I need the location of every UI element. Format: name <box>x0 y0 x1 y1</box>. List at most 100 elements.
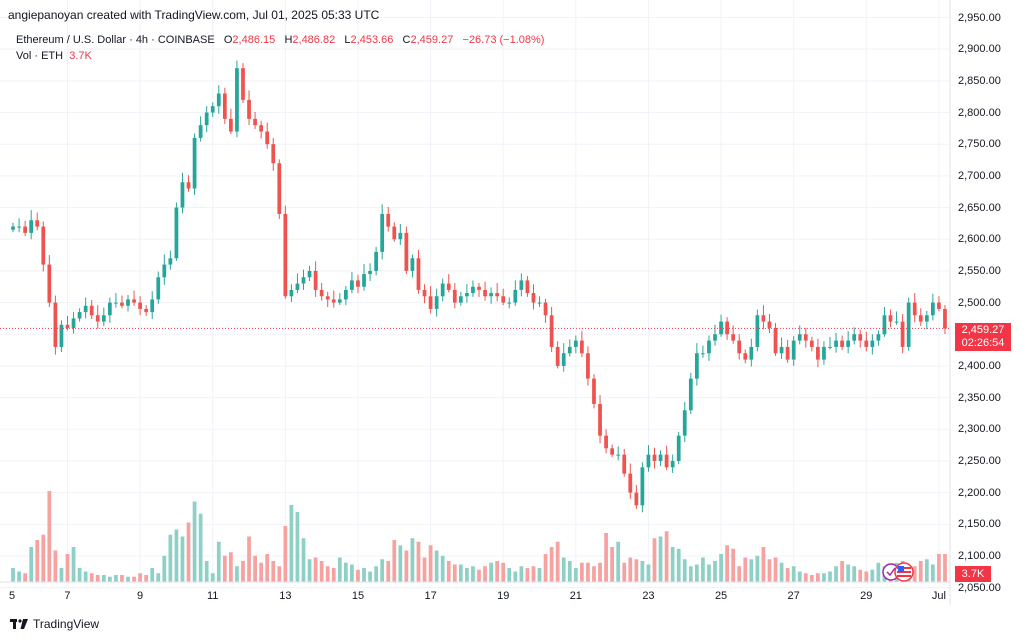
y-tick-label: 2,150.00 <box>958 518 1001 531</box>
volume-bar <box>876 562 881 582</box>
candle-body <box>35 220 40 227</box>
candle-body <box>17 226 21 228</box>
candle-body <box>452 289 457 303</box>
volume-bar <box>452 564 457 582</box>
candle-body <box>283 213 288 297</box>
volume-bar <box>809 575 814 582</box>
volume-bar <box>755 555 760 582</box>
volume-bar <box>688 566 693 582</box>
candle-body <box>380 213 385 252</box>
candle-body <box>767 321 772 328</box>
candle-body <box>295 283 300 290</box>
candle-body <box>144 308 149 313</box>
x-tick-label: 15 <box>351 590 365 602</box>
volume-bar <box>640 561 645 582</box>
volume-bar <box>11 568 15 582</box>
candle-body <box>156 277 161 300</box>
candle-body <box>604 435 608 449</box>
volume-bar <box>71 547 76 582</box>
change-value: −26.73 (−1.08%) <box>462 34 545 46</box>
candle-body <box>222 93 227 119</box>
candle-body <box>755 315 760 347</box>
y-tick-label: 2,250.00 <box>958 454 1001 467</box>
volume-bar <box>858 569 863 582</box>
volume-bar <box>731 548 736 582</box>
volume-bar <box>362 568 366 582</box>
volume-bar <box>301 538 306 582</box>
candle-body <box>918 315 923 322</box>
creator-caption: angiepanoyan created with TradingView.co… <box>8 8 380 22</box>
volume-bar <box>343 562 348 582</box>
volume-bar <box>543 554 548 582</box>
volume-bar <box>604 533 608 582</box>
candle-body <box>876 334 881 341</box>
y-tick-label: 2,600.00 <box>958 233 1001 246</box>
candle-body <box>343 289 348 300</box>
volume-bars <box>11 491 947 582</box>
economic-events-icon[interactable] <box>880 561 916 583</box>
volume-bar <box>440 555 445 582</box>
low-value: 2,453.66 <box>350 34 394 46</box>
y-tick-label: 2,200.00 <box>958 486 1001 499</box>
candle-body <box>676 435 681 461</box>
candle-body <box>840 340 844 347</box>
candle-body <box>277 163 282 214</box>
tradingview-footer[interactable]: TradingView <box>10 617 99 631</box>
candle-body <box>761 315 766 322</box>
y-tick-label: 2,900.00 <box>958 43 1001 56</box>
volume-bar <box>495 561 500 582</box>
volume-bar <box>598 562 602 582</box>
high-label: H <box>284 34 293 46</box>
y-tick-label: 2,100.00 <box>958 549 1001 562</box>
volume-bar <box>47 491 52 582</box>
x-tick-label: 19 <box>497 590 510 602</box>
volume-bar <box>210 573 215 582</box>
bar-countdown: 02:26:54 <box>961 337 1005 349</box>
candle-body <box>670 460 675 468</box>
candle-body <box>301 277 306 284</box>
volume-bar <box>749 559 754 582</box>
candle-body <box>471 286 475 294</box>
candle-body <box>785 346 790 360</box>
candle-body <box>567 346 572 354</box>
symbol-name[interactable]: Ethereum / U.S. Dollar · 4h · COINBASE <box>16 34 215 46</box>
candle-body <box>816 346 820 360</box>
candle-body <box>906 302 911 347</box>
volume-bar <box>198 513 203 582</box>
volume-bar <box>682 559 687 582</box>
volume-bar <box>235 566 239 582</box>
volume-bar <box>852 566 857 582</box>
candle-body <box>126 299 130 306</box>
volume-label[interactable]: Vol · ETH <box>16 50 64 62</box>
volume-bar <box>670 547 675 582</box>
volume-bar <box>737 566 742 582</box>
symbol-legend: Ethereum / U.S. Dollar · 4h · COINBASE O… <box>16 34 544 46</box>
candle-body <box>713 334 717 341</box>
candle-body <box>350 280 354 290</box>
candle-body <box>386 213 391 227</box>
candle-body <box>525 280 530 294</box>
candle-body <box>271 144 276 164</box>
volume-bar <box>313 557 318 582</box>
y-tick-label: 2,800.00 <box>958 106 1001 119</box>
candle-body <box>150 299 155 313</box>
volume-bar <box>410 538 415 582</box>
volume-bar <box>356 569 360 582</box>
candle-body <box>622 454 627 474</box>
volume-bar <box>29 547 34 582</box>
candle-body <box>114 302 118 304</box>
volume-bar <box>265 554 270 582</box>
volume-bar <box>652 538 657 582</box>
volume-bar <box>289 505 294 582</box>
y-tick-label: 2,050.00 <box>958 581 1001 594</box>
candle-body <box>507 302 512 304</box>
volume-bar <box>834 566 838 582</box>
candle-body <box>204 112 209 126</box>
candle-body <box>65 324 70 328</box>
volume-bar <box>83 571 88 582</box>
x-tick-label: 27 <box>787 590 800 602</box>
volume-bar <box>797 571 802 582</box>
candle-body <box>368 270 372 275</box>
volume-bar <box>392 540 397 582</box>
